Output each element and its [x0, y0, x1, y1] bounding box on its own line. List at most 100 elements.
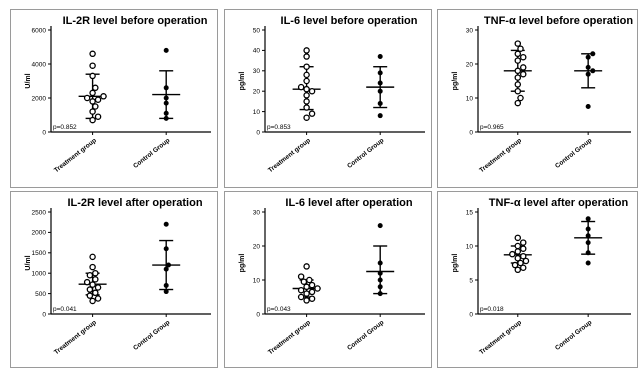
x-tick-label: Control Group	[346, 319, 385, 352]
control-data-point	[163, 95, 169, 101]
chart-svg: IL-2R level before operation U/ml 0 2000 400…	[25, 15, 211, 174]
y-tick-label: 0	[42, 311, 46, 318]
treatment-data-point	[303, 47, 310, 54]
y-tick-label: 30	[253, 209, 261, 216]
x-tick-label: Treatment group	[53, 319, 98, 356]
control-data-point	[585, 71, 591, 77]
x-tick-label: Control Group	[346, 137, 385, 170]
y-tick-label: 50	[253, 27, 261, 34]
treatment-data-point	[514, 87, 522, 95]
control-data-point	[585, 54, 591, 60]
treatment-data-point	[303, 71, 310, 79]
x-tick-label: Control Group	[132, 319, 171, 352]
control-data-point	[377, 291, 383, 297]
treatment-data-point	[303, 85, 310, 93]
y-tick-label: 0	[256, 311, 260, 318]
chart-title: IL-2R level before operation	[63, 15, 208, 27]
x-tick-label: Control Group	[554, 137, 593, 170]
control-data-point	[585, 226, 591, 232]
treatment-data-point	[297, 83, 305, 91]
treatment-data-point	[303, 63, 310, 70]
treatment-data-point	[92, 276, 99, 283]
p-value-label: p=0.041	[53, 306, 77, 313]
control-data-point	[163, 246, 169, 252]
y-axis-label: pg/ml	[452, 72, 459, 91]
control-data-point	[163, 110, 169, 116]
treatment-data-point	[519, 252, 527, 260]
control-data-point	[166, 262, 172, 268]
control-data-point	[590, 51, 596, 57]
chart-title: IL-2R level after operation	[67, 197, 202, 209]
chart-title: TNF-α level after operation	[489, 197, 629, 209]
y-axis-label: pg/ml	[239, 254, 246, 273]
treatment-data-point	[514, 266, 522, 274]
treatment-data-point	[308, 110, 316, 117]
y-tick-label: 0	[469, 129, 473, 136]
treatment-data-point	[514, 74, 522, 81]
treatment-data-point	[303, 114, 310, 121]
treatment-data-point	[303, 263, 310, 270]
treatment-data-point	[89, 116, 96, 124]
chart-svg: IL-6 level before operation pg/ml 0 10 20 30 4…	[239, 15, 425, 174]
panel-tnfa-after: TNF-α level after operation pg/ml 0 5 10 15 p=…	[437, 191, 638, 368]
treatment-data-point	[303, 77, 310, 85]
y-tick-label: 0	[469, 311, 473, 318]
p-value-label: p=0.018	[480, 306, 504, 313]
treatment-data-point	[89, 281, 96, 288]
x-tick-label: Treatment group	[478, 137, 523, 174]
control-data-point	[585, 250, 591, 256]
treatment-data-point	[514, 254, 522, 262]
treatment-data-point	[83, 278, 91, 286]
treatment-data-point	[514, 234, 522, 242]
panel-il2r-after: IL-2R level after operation U/ml 0 500 1000 1…	[10, 191, 218, 368]
y-tick-label: 20	[253, 89, 261, 96]
treatment-data-point	[89, 62, 96, 69]
y-tick-label: 20	[466, 61, 474, 68]
treatment-data-point	[303, 290, 310, 297]
treatment-data-point	[94, 96, 102, 103]
treatment-data-point	[89, 50, 96, 58]
control-data-point	[377, 80, 383, 86]
control-data-point	[585, 240, 591, 246]
treatment-data-point	[514, 57, 522, 64]
chart-svg: IL-6 level after operation pg/ml 0 10 20 30 p=…	[239, 197, 425, 356]
chart-title: TNF-α level before operation	[484, 15, 633, 27]
control-data-point	[377, 270, 383, 276]
y-axis-label: U/ml	[25, 73, 32, 88]
control-data-point	[377, 223, 383, 229]
y-tick-label: 500	[35, 291, 46, 298]
treatment-data-point	[89, 72, 96, 80]
control-data-point	[585, 64, 591, 70]
treatment-data-point	[86, 286, 94, 293]
treatment-data-point	[92, 269, 99, 277]
chart-title: IL-6 level before operation	[281, 15, 418, 27]
control-data-point	[163, 282, 169, 288]
treatment-data-point	[514, 242, 522, 250]
treatment-data-point	[522, 257, 530, 265]
y-tick-label: 20	[253, 243, 261, 250]
treatment-data-point	[86, 271, 94, 279]
treatment-data-point	[303, 283, 310, 291]
control-data-point	[590, 68, 596, 74]
p-value-label: p=0.965	[480, 124, 504, 131]
control-data-point	[585, 260, 591, 266]
y-tick-label: 2000	[32, 95, 47, 102]
treatment-data-point	[519, 239, 527, 246]
treatment-data-point	[517, 259, 524, 267]
control-data-point	[377, 113, 383, 119]
chart-title: IL-6 level after operation	[285, 197, 412, 209]
x-tick-label: Treatment group	[267, 137, 312, 174]
treatment-data-point	[514, 67, 522, 75]
y-tick-label: 30	[253, 68, 261, 75]
y-tick-label: 6000	[32, 27, 47, 34]
treatment-data-point	[89, 89, 96, 97]
p-value-label: p=0.853	[267, 124, 291, 131]
treatment-data-point	[514, 50, 522, 58]
chart-svg: IL-2R level after operation U/ml 0 500 1000 1…	[25, 197, 211, 356]
treatment-data-point	[83, 94, 91, 102]
treatment-data-point	[89, 108, 96, 115]
treatment-data-point	[306, 276, 313, 284]
treatment-data-point	[519, 245, 527, 252]
treatment-data-point	[86, 292, 94, 299]
